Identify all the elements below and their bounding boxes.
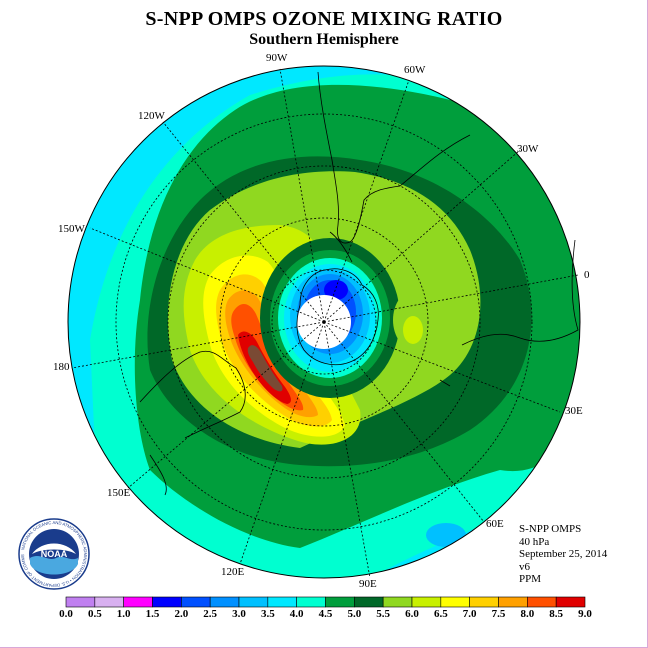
- lon-label-180: 180: [53, 361, 70, 373]
- colorbar-tick-label: 3.0: [232, 608, 246, 620]
- colorbar-tick-label: 0.5: [87, 608, 102, 620]
- info-instrument: S-NPP OMPS: [519, 523, 582, 535]
- field-1.5-vortex: [324, 280, 348, 300]
- colorbar-tick-label: 9.0: [578, 608, 592, 620]
- meridian-150e: [127, 321, 325, 489]
- colorbar-tick-label: 7.0: [462, 608, 477, 620]
- colorbar-tick-label: 2.5: [203, 608, 218, 620]
- lon-label-0: 0: [584, 269, 590, 281]
- australia-coast: [139, 350, 246, 439]
- meridian-60e: [323, 321, 485, 523]
- figure-title: S-NPP OMPS OZONE MIXING RATIO: [145, 8, 503, 30]
- lon-label-30w: 30W: [517, 143, 539, 155]
- latitude-circle-70: [219, 217, 429, 427]
- latitude-circle-50: [115, 113, 533, 531]
- colorbar-tick-label: 1.5: [145, 608, 160, 620]
- colorbar-tick-label: 3.5: [260, 608, 275, 620]
- figure-subtitle: Southern Hemisphere: [249, 31, 399, 48]
- lon-label-30e: 30E: [565, 405, 583, 417]
- lon-label-120w: 120W: [138, 110, 165, 122]
- colorbar-tick-label: 5.0: [347, 608, 362, 620]
- colorbar-tick-label: 4.0: [289, 608, 304, 620]
- colorbar-tick-label: 2.0: [174, 608, 189, 620]
- info-date: September 25, 2014: [519, 548, 608, 561]
- colorbar-tick-label: 1.0: [116, 608, 131, 620]
- latitude-circle-60: [167, 165, 481, 479]
- map-border: [67, 65, 581, 579]
- colorbar-tick-label: 8.5: [549, 608, 564, 620]
- south-america-coast: [317, 71, 471, 244]
- meridian-180: [71, 321, 325, 369]
- field-3.0-blob: [426, 523, 466, 547]
- africa-coast: [461, 239, 579, 346]
- meridian-30w: [323, 149, 521, 323]
- latitude-circle-80: [271, 269, 377, 375]
- meridian-0: [323, 274, 579, 323]
- colorbar-tick-label: 4.5: [318, 608, 333, 620]
- noaa-logo: NOAA NATIONAL OCEANIC AND ATMOSPHERIC AD…: [18, 518, 90, 590]
- meridian-120w: [162, 121, 325, 323]
- field-9.0: [247, 345, 283, 392]
- info-units: PPM: [519, 573, 542, 586]
- info-version: v6: [519, 560, 530, 573]
- meridian-90w: [279, 68, 325, 323]
- noaa-logo-text: NOAA: [41, 549, 68, 559]
- colorbar-tick-label: 6.0: [405, 608, 419, 620]
- colorbar-tick-label: 0.0: [59, 608, 73, 620]
- graticule: [71, 68, 579, 579]
- lon-label-150e: 150E: [107, 487, 131, 499]
- lon-label-90w: 90W: [266, 52, 288, 64]
- field-6.0-blob: [403, 316, 423, 344]
- colorbar-tick-label: 6.5: [433, 608, 448, 620]
- meridian-120e: [239, 321, 325, 565]
- field-8.0: [231, 303, 304, 411]
- meridian-60w: [323, 79, 410, 323]
- lon-label-150w: 150W: [58, 223, 85, 235]
- lon-label-60w: 60W: [404, 64, 426, 76]
- lon-label-90e: 90E: [359, 578, 377, 590]
- colorbar-tick-label: 5.5: [376, 608, 391, 620]
- info-level: 40 hPa: [519, 535, 550, 548]
- antarctic-peninsula: [329, 231, 353, 263]
- indian-ocean-islands: [439, 379, 451, 387]
- info-block: S-NPP OMPS 40 hPa September 25, 2014 v6 …: [519, 523, 607, 586]
- lon-label-60e: 60E: [486, 518, 504, 530]
- colorbar-tick-label: 7.5: [491, 608, 506, 620]
- meridian-90e: [323, 321, 371, 579]
- new-zealand-coast: [149, 454, 167, 496]
- colorbar-tick-label: 8.0: [520, 608, 535, 620]
- lon-label-120e: 120E: [221, 566, 245, 578]
